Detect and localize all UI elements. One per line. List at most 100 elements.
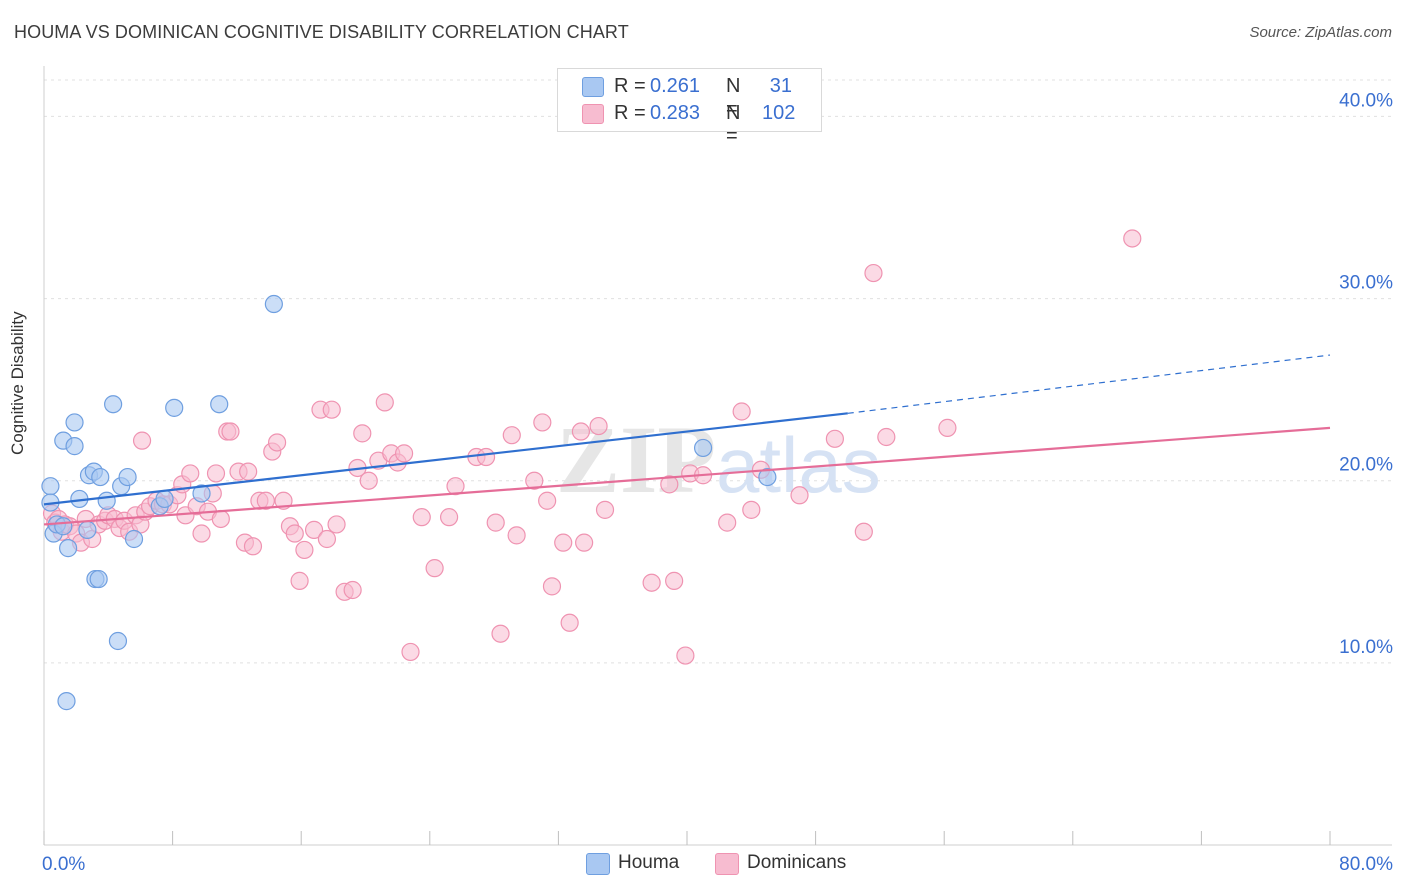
dominicans-point — [486, 513, 505, 532]
source-attribution: Source: ZipAtlas.com — [1249, 24, 1392, 41]
houma-point — [97, 491, 116, 510]
dominicans-legend-swatch — [715, 853, 739, 875]
dominicans-point — [538, 491, 557, 510]
houma-legend-label: Houma — [618, 852, 680, 873]
dominicans-point — [206, 464, 226, 483]
zipatlas-watermark: ZIP atlas — [556, 406, 881, 513]
dominicans-point — [132, 431, 152, 450]
houma-point — [54, 517, 73, 536]
x-tick-label: 80.0% — [1339, 854, 1393, 875]
houma-swatch — [582, 77, 604, 97]
dominicans-point — [211, 509, 230, 529]
houma-point — [758, 467, 777, 487]
dominicans-point — [446, 477, 465, 496]
series-legend: Houma Dominicans — [0, 851, 1406, 879]
dominicans-point — [665, 571, 684, 590]
houma-trend-extension — [847, 354, 1331, 414]
y-axis-label: Cognitive Disability — [8, 311, 27, 455]
houma-point — [57, 692, 76, 711]
dominicans-point — [327, 515, 346, 534]
houma-point — [78, 520, 97, 539]
dominicans-r-label: R = — [614, 102, 646, 124]
dominicans-point — [267, 433, 287, 452]
houma-trend-line — [43, 412, 848, 506]
x-tick-label: 0.0% — [42, 854, 85, 875]
dominicans-point — [343, 580, 362, 600]
dominicans-point — [525, 471, 544, 490]
houma-point — [264, 294, 283, 314]
tick-labels: 10.0% 20.0% 30.0% 40.0% 0.0% 80.0% — [42, 90, 1393, 875]
y-tick-label: 10.0% — [1339, 637, 1393, 658]
dominicans-point — [507, 526, 526, 545]
dominicans-point — [256, 491, 275, 510]
dominicans-point — [476, 447, 496, 467]
dominicans-point — [425, 559, 444, 578]
dominicans-point — [181, 464, 200, 483]
houma-point — [59, 539, 78, 558]
houma-point — [65, 437, 84, 456]
houma-point — [41, 477, 60, 496]
dominicans-point — [401, 642, 420, 662]
dominicans-point — [221, 422, 240, 441]
dominicans-n-label: N = — [726, 102, 741, 147]
dominicans-point — [676, 646, 695, 665]
dominicans-n-value: 102 — [762, 102, 796, 124]
dominicans-point — [322, 400, 341, 419]
houma-point — [210, 395, 229, 414]
dominicans-point — [491, 624, 510, 643]
dominicans-point — [660, 475, 679, 494]
dominicans-point — [854, 522, 873, 541]
dominicans-point — [239, 462, 258, 481]
dominicans-point — [575, 533, 594, 552]
houma-point — [118, 467, 137, 487]
dominicans-point — [533, 413, 552, 432]
dominicans-point — [295, 540, 314, 560]
dominicans-point — [718, 513, 737, 532]
houma-point — [89, 569, 108, 589]
houma-points — [41, 294, 777, 711]
dominicans-point — [642, 573, 661, 592]
houma-n-value: 31 — [769, 75, 792, 97]
dominicans-point — [243, 537, 263, 556]
dominicans-point — [285, 524, 304, 543]
dominicans-point — [274, 491, 293, 510]
dominicans-point — [732, 402, 751, 421]
dominicans-point — [542, 577, 562, 596]
dominicans-point — [502, 426, 521, 445]
dominicans-point — [864, 263, 883, 283]
houma-point — [124, 529, 144, 549]
dominicans-legend-label: Dominicans — [747, 852, 847, 873]
houma-point — [108, 631, 128, 651]
y-tick-label: 20.0% — [1339, 455, 1393, 476]
houma-point — [192, 484, 211, 503]
svg-text:ZIP: ZIP — [556, 406, 716, 513]
dominicans-point — [589, 416, 608, 436]
dominicans-point — [1123, 229, 1142, 248]
dominicans-point — [375, 393, 394, 412]
dominicans-r-value: 0.283 — [650, 102, 701, 124]
houma-point — [165, 398, 184, 417]
dominicans-point — [938, 418, 957, 437]
houma-r-value: 0.261 — [650, 75, 701, 97]
trend-lines — [43, 354, 1331, 526]
houma-point — [693, 438, 713, 458]
correlation-legend: R = 0.261 N = 31 R = 0.283 N = 102 — [557, 68, 822, 147]
dominicans-point — [394, 444, 414, 463]
houma-point — [155, 489, 174, 509]
y-tick-label: 30.0% — [1339, 273, 1393, 294]
dominicans-point — [825, 429, 844, 448]
dominicans-point — [192, 524, 211, 543]
dominicans-swatch — [582, 104, 604, 124]
houma-point — [91, 467, 110, 487]
dominicans-point — [595, 500, 615, 519]
houma-legend-swatch — [586, 853, 610, 875]
dominicans-point — [877, 427, 896, 447]
dominicans-point — [304, 520, 324, 539]
dominicans-point — [554, 533, 573, 552]
axes-layer — [43, 66, 1392, 846]
dominicans-point — [317, 529, 337, 549]
dominicans-point — [290, 571, 309, 590]
dominicans-point — [439, 508, 459, 527]
houma-point — [104, 395, 123, 414]
